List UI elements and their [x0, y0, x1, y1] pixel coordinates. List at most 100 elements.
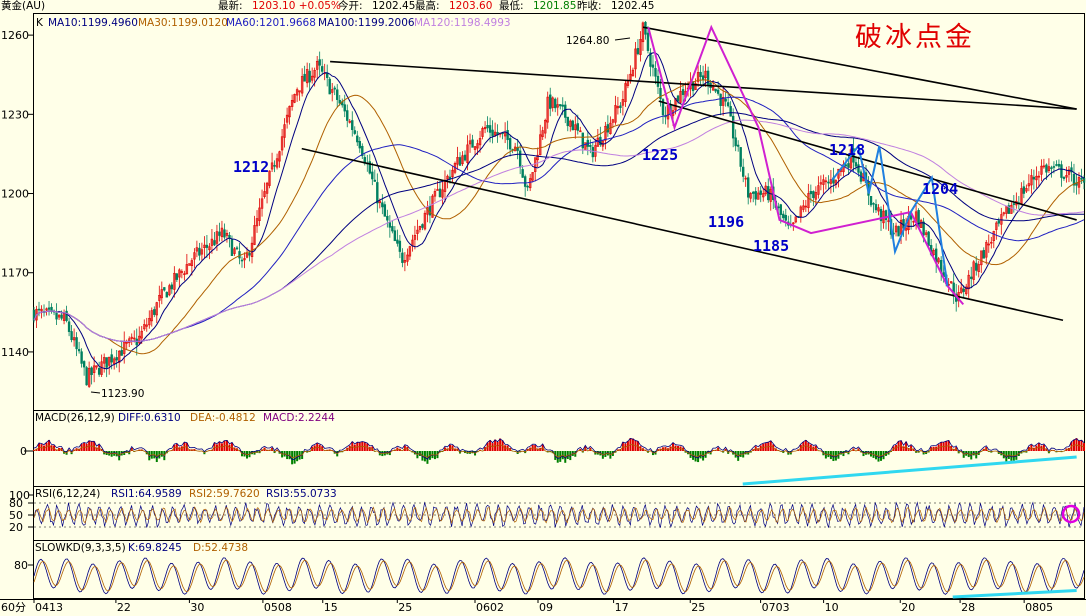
kd-k-value: K:69.8245 — [128, 542, 182, 554]
candle-body — [924, 232, 928, 235]
ma30-label: MA30:1199.0120 — [138, 17, 228, 29]
time-tick-label: 25 — [691, 601, 705, 614]
candle-body — [779, 204, 782, 215]
candle-body — [960, 287, 963, 293]
candle-body — [305, 69, 309, 84]
candle-body — [128, 338, 131, 344]
channel-line — [658, 100, 1077, 221]
macd-value: MACD:2.2244 — [263, 412, 335, 424]
candle-body — [654, 67, 657, 77]
candle-body — [408, 246, 412, 257]
candle-body — [313, 69, 316, 78]
candle-body — [827, 181, 830, 184]
candle-body — [213, 240, 216, 246]
annotation-1204: 1204 — [922, 180, 958, 198]
candle-body — [62, 313, 66, 321]
candle-body — [493, 131, 497, 136]
open-value: 1202.45 — [372, 0, 415, 12]
blue-zigzag — [831, 143, 949, 287]
candle-body — [433, 191, 437, 197]
candle-body — [403, 260, 407, 263]
candle-body — [887, 220, 890, 222]
candle-body — [566, 116, 569, 127]
candle-body — [606, 124, 610, 133]
candle-body — [461, 155, 464, 165]
candle-body — [105, 357, 108, 368]
rsi-panel: RSI(6,12,24) RSI1:64.9589 RSI2:59.7620 R… — [9, 488, 1085, 534]
candle-body — [546, 96, 549, 123]
candle-body — [937, 258, 940, 263]
candle-body — [368, 161, 371, 174]
prev-label: 昨收: — [577, 0, 602, 12]
candle-body — [539, 134, 542, 156]
candle-body — [1005, 206, 1008, 214]
candle-body — [356, 135, 359, 143]
candle-body — [195, 247, 199, 252]
candle-body — [561, 104, 564, 107]
candle-body — [904, 227, 908, 231]
candle-body — [792, 222, 795, 225]
channel-line — [330, 60, 1077, 110]
candle-body — [361, 145, 364, 157]
price-labels: 1264.80 1123.90 — [90, 35, 631, 400]
magenta-zigzag — [647, 24, 965, 306]
candle-body — [549, 94, 552, 109]
candle-body — [55, 312, 58, 320]
candle-body — [591, 147, 595, 158]
ma-legend: K MA10:1199.4960 MA30:1199.0120 MA60:120… — [36, 17, 511, 29]
rsi2-value: RSI2:59.7620 — [189, 488, 260, 500]
candle-body — [491, 129, 494, 137]
candle-body — [446, 175, 449, 180]
candle-body — [290, 99, 294, 107]
candle-body — [817, 185, 820, 195]
candle-body — [975, 262, 978, 271]
annotation-1196: 1196 — [708, 213, 744, 231]
candle-body — [762, 193, 765, 198]
candle-body — [328, 78, 331, 95]
candle-body — [220, 227, 224, 238]
candle-body — [223, 229, 226, 238]
indicator-trendlines — [742, 455, 1077, 599]
time-tick-label: 17 — [615, 601, 629, 614]
ma-line — [33, 52, 1085, 370]
candle-body — [466, 144, 469, 163]
time-tick-label: 0602 — [476, 601, 504, 614]
candle-body — [884, 210, 888, 221]
candle-body — [1065, 175, 1068, 178]
candle-body — [80, 351, 83, 364]
kd-k-line — [33, 557, 1085, 595]
macd-diff-line — [33, 438, 1085, 461]
candle-body — [421, 224, 424, 228]
candle-body — [418, 225, 422, 230]
candle-body — [153, 309, 156, 315]
candle-body — [145, 324, 148, 327]
candle-body — [67, 321, 71, 332]
time-tick-label: 09 — [539, 601, 553, 614]
candle-body — [531, 172, 534, 181]
candle-body — [551, 97, 554, 108]
candle-body — [656, 75, 660, 87]
candle-body — [731, 115, 735, 139]
quote-header: 黄金(AU) 最新: 1203.10 +0.05% 今开: 1202.45 最高… — [1, 0, 654, 12]
candle-body — [992, 231, 995, 242]
candle-body — [346, 110, 349, 121]
rsi3-value: RSI3:55.0733 — [266, 488, 337, 500]
low-value: 1201.85 — [533, 0, 576, 12]
candle-body — [1012, 203, 1016, 205]
candle-body — [679, 90, 682, 103]
candle-body — [1027, 183, 1031, 187]
candle-body — [724, 98, 727, 102]
high-label: 最高: — [415, 0, 440, 12]
candle-body — [581, 132, 585, 149]
candle-body — [353, 130, 356, 134]
candle-body — [265, 182, 269, 194]
candle-body — [639, 39, 642, 55]
candle-body — [428, 205, 432, 216]
instrument-title: 黄金(AU) — [1, 0, 45, 12]
candle-body — [436, 189, 439, 191]
candle-body — [293, 94, 296, 103]
candle-body — [604, 125, 607, 141]
candle-body — [47, 307, 51, 310]
candle-body — [729, 106, 732, 117]
